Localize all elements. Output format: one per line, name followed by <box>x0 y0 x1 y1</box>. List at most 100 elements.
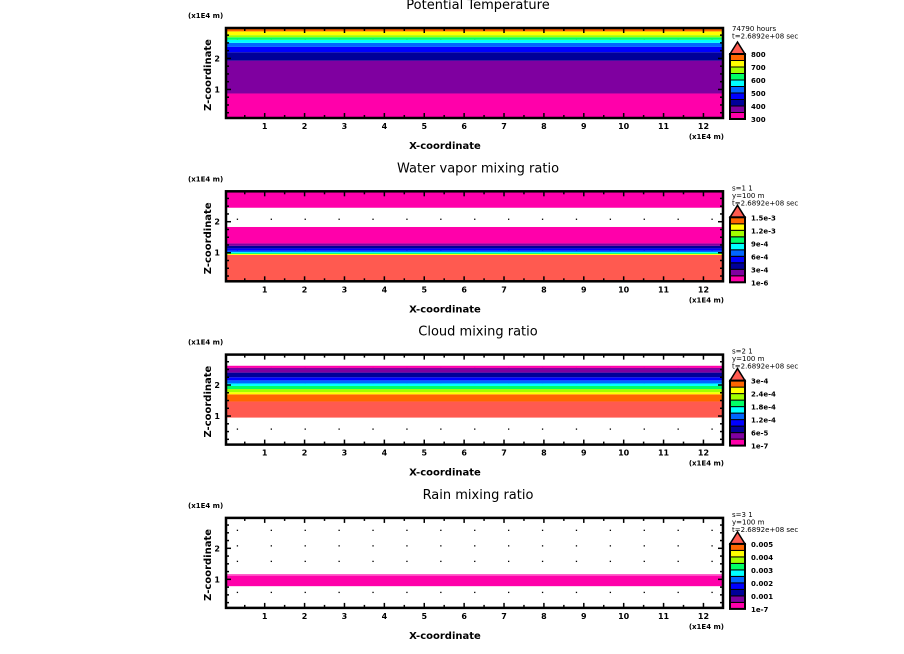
grid-dot <box>440 218 442 220</box>
colorbar-label: 2.4e-4 <box>751 391 776 399</box>
contour-band <box>226 252 723 254</box>
colorbar-box <box>729 432 746 440</box>
colorbar-label: 600 <box>751 77 766 85</box>
z-unit-label: (x1E4 m) <box>188 339 223 347</box>
z-axis-label: Z-coordinate <box>203 365 214 437</box>
x-tick-label: 1 <box>262 122 268 131</box>
grid-dot <box>338 428 340 430</box>
colorbar-box <box>729 242 746 251</box>
grid-dot <box>508 529 510 531</box>
x-tick-label: 9 <box>581 449 587 458</box>
x-tick-label: 5 <box>421 285 427 294</box>
colorbar-box <box>729 79 746 87</box>
z-tick-label: 1 <box>214 575 220 584</box>
x-tick-label: 6 <box>461 122 467 131</box>
grid-dot <box>677 545 679 547</box>
x-tick-label: 8 <box>541 612 547 621</box>
chart-title: Cloud mixing ratio <box>418 325 537 340</box>
grid-dot <box>508 560 510 563</box>
x-axis-label: X-coordinate <box>409 631 481 642</box>
grid-dot <box>711 591 713 594</box>
x-unit-label: (x1E4 m) <box>689 623 724 631</box>
panel-2: Water vapor mixing ratio(x1E4 m)1 2 3 4 5 6 7 8… <box>188 161 798 315</box>
grid-dot <box>236 218 239 220</box>
grid-dot <box>338 545 340 547</box>
annotation: s=2 1 <box>732 348 753 356</box>
z-unit-label: (x1E4 m) <box>188 175 223 183</box>
x-tick-label: 10 <box>618 122 630 131</box>
grid-dot <box>406 218 408 220</box>
colorbar-box <box>729 92 746 100</box>
colorbar-box <box>729 406 746 414</box>
grid-dot <box>372 545 374 547</box>
grid-dot <box>304 591 306 594</box>
colorbar-box <box>729 99 746 107</box>
x-tick-label: 4 <box>382 612 388 621</box>
contour-band <box>226 392 723 395</box>
colorbar-label: 800 <box>751 51 766 59</box>
grid-dot <box>643 218 645 220</box>
colorbar-box <box>729 255 746 264</box>
grid-dot <box>338 560 340 563</box>
x-tick-label: 3 <box>342 449 348 458</box>
colorbar-box <box>729 419 746 427</box>
contour-band <box>226 401 723 418</box>
x-tick-label: 1 <box>262 285 268 294</box>
grid-dot <box>474 560 476 563</box>
contour-band <box>226 253 723 254</box>
grid-dot <box>304 218 306 220</box>
contour-band <box>226 254 723 282</box>
colorbar-label: 6e-5 <box>751 430 769 438</box>
colorbar-frame <box>729 542 746 610</box>
annotation: t=2.6892e+08 sec <box>732 33 798 41</box>
annotation: y=100 m <box>732 192 765 200</box>
annotation: s=1 1 <box>732 184 753 192</box>
x-tick-label: 11 <box>658 449 670 458</box>
grid-dot <box>711 428 713 430</box>
colorbar-box <box>729 229 746 238</box>
x-tick-label: 9 <box>581 122 587 131</box>
x-tick-label: 6 <box>461 449 467 458</box>
contour-band <box>226 39 723 43</box>
z-tick-label: 2 <box>214 544 220 553</box>
grid-dot <box>541 545 544 547</box>
colorbar: 300 400 500 600 700 800 <box>728 40 766 124</box>
grid-dot <box>270 529 272 531</box>
x-tick-label: 10 <box>618 612 630 621</box>
grid-dot <box>609 428 612 430</box>
x-tick-label: 12 <box>698 122 709 131</box>
colorbar: 1e-7 6e-5 1.2e-4 1.8e-4 2.4e-4 3e-4 <box>728 367 776 451</box>
annotation: 74790 hours <box>732 25 777 33</box>
contour-band <box>226 37 723 40</box>
grid-dot <box>508 428 510 430</box>
grid-dot <box>236 529 239 531</box>
colorbar-box <box>729 393 746 401</box>
grid-dot <box>508 545 510 547</box>
plot-frame <box>224 26 725 120</box>
grid-dot <box>643 545 645 547</box>
grid-dot <box>711 545 713 547</box>
colorbar-box <box>729 575 746 584</box>
contour-band <box>226 35 723 38</box>
plot-frame <box>224 516 725 610</box>
colorbar-box <box>729 262 746 270</box>
z-tick-label: 2 <box>214 218 220 227</box>
panel-1: Potential Temperature(x1E4 m)1 2 3 4 5 6 7 8 9 10… <box>188 0 798 152</box>
colorbar-box <box>729 249 746 257</box>
x-tick-label: 3 <box>342 285 348 294</box>
contour-band <box>226 389 723 393</box>
annotation: t=2.6892e+08 sec <box>732 363 798 371</box>
x-tick-label: 12 <box>698 612 709 621</box>
z-tick-label: 2 <box>214 381 220 390</box>
x-tick-label: 10 <box>618 285 630 294</box>
x-tick-label: 4 <box>382 285 388 294</box>
x-tick-label: 2 <box>302 612 308 621</box>
grid-dot <box>406 545 408 547</box>
grid-dot <box>609 529 612 531</box>
z-tick-label: 2 <box>214 54 220 63</box>
contour-band <box>226 226 723 244</box>
grid-dot <box>304 428 306 430</box>
colorbar-box <box>729 105 746 113</box>
colorbar-box <box>729 412 746 421</box>
contour-band <box>226 46 723 53</box>
